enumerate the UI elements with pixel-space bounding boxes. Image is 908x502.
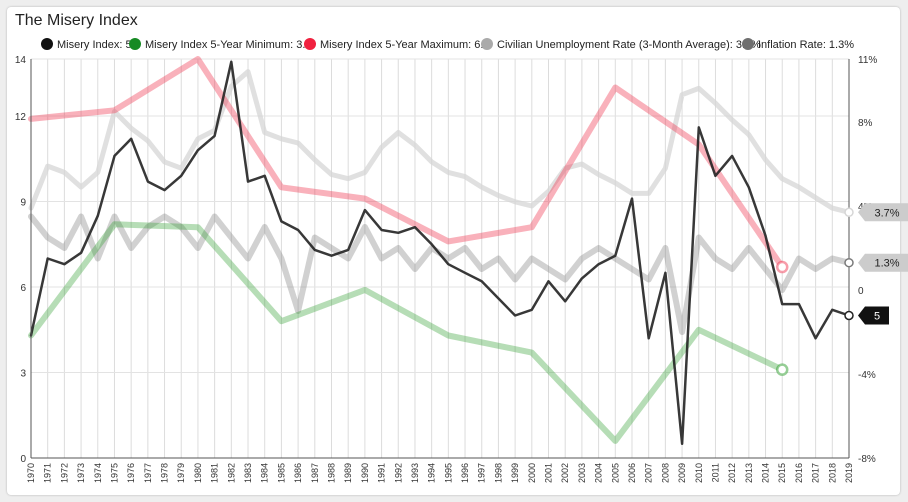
legend-item[interactable]: Civilian Unemployment Rate (3-Month Aver… [481,38,761,51]
right-tick-label: 11% [858,55,877,66]
x-tick-label: 1999 [510,463,520,483]
legend-swatch [41,38,53,50]
x-tick-label: 1995 [443,463,453,483]
x-tick-label: 1998 [493,463,503,483]
series-layer [28,56,852,446]
x-tick-label: 2016 [794,463,804,483]
x-tick-label: 1997 [477,463,487,483]
x-tick-label: 2014 [761,463,771,483]
x-tick-label: 1988 [326,463,336,483]
x-tick-label: 1975 [109,463,119,483]
end-label-tag [858,253,908,272]
x-tick-label: 2002 [560,463,570,483]
x-tick-label: 1990 [360,463,370,483]
legend-swatch [304,38,316,50]
left-tick-label: 14 [15,55,27,66]
end-label-tag [858,203,908,222]
legend-label: Misery Index 5-Year Minimum: 3.1 [145,39,312,51]
x-tick-label: 1977 [143,463,153,483]
civilian-unemployment-rate-3-month-average-line [28,69,852,215]
x-tick-label: 1994 [427,463,437,483]
right-tick-label: -4% [858,370,876,381]
left-tick-label: 12 [15,112,27,123]
x-tick-label: 2017 [811,463,821,483]
misery-index-5-year-minimum-line [28,221,786,444]
chart-card: The Misery Index [7,7,900,495]
misery-index-5-year-minimum-end-marker [775,363,789,376]
x-tick-label: 1976 [126,463,136,483]
legend-item[interactable]: Misery Index 5-Year Minimum: 3.1 [129,38,312,51]
x-tick-label: 2019 [844,463,854,483]
x-tick-label: 1993 [410,463,420,483]
x-tick-label: 2009 [677,463,687,483]
legend-item[interactable]: Inflation Rate: 1.3% [742,38,854,51]
legend-label: Inflation Rate: 1.3% [758,39,854,51]
right-tick-label: 0 [858,286,864,297]
end-point-marker [844,310,854,321]
left-tick-label: 6 [20,283,26,294]
x-tick-label: 1983 [243,463,253,483]
x-tick-label: 2000 [527,463,537,483]
x-tick-label: 1973 [76,463,86,483]
x-tick-label: 1972 [59,463,69,483]
x-tick-label: 1992 [393,463,403,483]
x-tick-label: 1991 [377,463,387,483]
x-tick-label: 2015 [777,463,787,483]
legend-swatch [742,38,754,50]
x-tick-label: 1971 [43,463,53,483]
misery-index-5-year-maximum-line [28,56,786,270]
end-label-tag [858,306,889,325]
x-tick-label: 2001 [544,463,554,483]
x-tick-label: 1989 [343,463,353,483]
left-tick-label: 0 [20,454,26,465]
x-tick-label: 1974 [93,463,103,483]
legend-item[interactable]: Misery Index: 5 [41,38,132,51]
x-tick-label: 1987 [310,463,320,483]
legend-label: Misery Index 5-Year Maximum: 6.7 [320,39,490,51]
end-labels: 3.7% 1.3% 5 [844,203,908,325]
x-tick-label: 1984 [260,463,270,483]
x-tick-label: 2003 [577,463,587,483]
end-label-text: 1.3% [874,258,899,270]
legend-label: Misery Index: 5 [57,39,132,51]
end-point-marker [844,257,854,268]
x-tick-label: 2004 [594,463,604,483]
x-tick-label: 1986 [293,463,303,483]
axes: 1970 1971 1972 1973 1974 1975 1976 1977 1978 1979… [15,55,878,483]
right-tick-label: 8% [858,118,873,129]
x-tick-label: 1996 [460,463,470,483]
x-tick-label: 2011 [710,463,720,482]
x-tick-label: 1980 [193,463,203,483]
x-tick-label: 2006 [627,463,637,483]
chart-title: The Misery Index [15,12,138,29]
x-tick-label: 2012 [727,463,737,483]
legend-item[interactable]: Misery Index 5-Year Maximum: 6.7 [304,38,490,51]
x-tick-label: 1981 [210,463,220,483]
x-tick-label: 1979 [176,463,186,483]
legend-label: Civilian Unemployment Rate (3-Month Aver… [497,39,761,51]
x-tick-label: 2007 [644,463,654,483]
end-point-marker [844,207,854,218]
left-tick-label: 3 [20,369,26,380]
x-tick-label: 2010 [694,463,704,483]
legend-swatch [481,38,493,50]
end-label-text: 5 [874,311,880,323]
x-tick-label: 2008 [660,463,670,483]
x-tick-label: 1985 [276,463,286,483]
x-tick-label: 2018 [827,463,837,483]
x-tick-label: 1982 [226,463,236,483]
x-tick-label: 2005 [610,463,620,483]
x-tick-label: 1978 [160,463,170,483]
right-tick-label: -8% [858,454,876,465]
x-tick-label: 2013 [744,463,754,483]
misery-index-5-year-maximum-end-marker [775,260,789,274]
legend-swatch [129,38,141,50]
grid [30,58,850,459]
legend[interactable]: Misery Index: 5 Misery Index 5-Year Minim… [41,38,854,51]
end-label-text: 3.7% [874,207,899,219]
misery-index-line [29,60,851,446]
left-tick-label: 9 [20,198,26,209]
x-tick-label: 1970 [26,463,36,483]
